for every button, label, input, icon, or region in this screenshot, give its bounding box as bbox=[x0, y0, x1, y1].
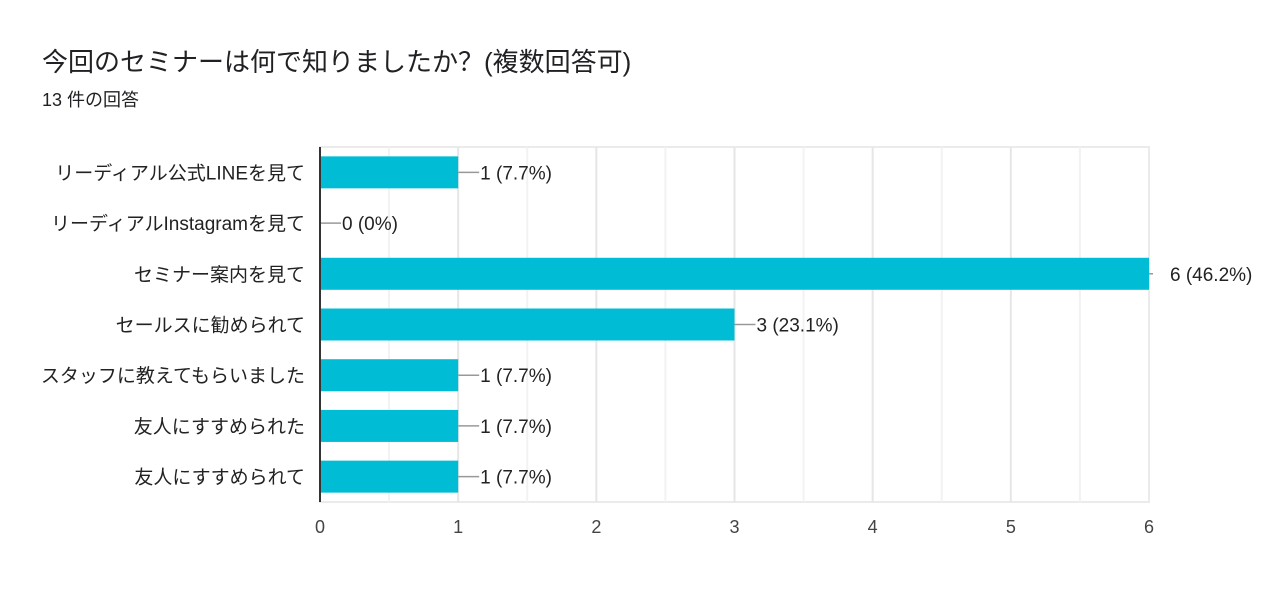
bar bbox=[320, 257, 1149, 290]
response-count: 13 件の回答 bbox=[42, 90, 140, 110]
bar bbox=[320, 359, 459, 392]
x-tick-label: 1 bbox=[453, 517, 463, 537]
x-tick-label: 6 bbox=[1144, 517, 1154, 537]
category-label: セールスに勧められて bbox=[116, 315, 305, 337]
data-label: 0 (0%) bbox=[342, 214, 398, 235]
data-label: 1 (7.7%) bbox=[480, 417, 552, 438]
x-tick-label: 2 bbox=[591, 517, 601, 537]
data-label: 1 (7.7%) bbox=[480, 468, 552, 489]
bar bbox=[320, 409, 459, 442]
bar bbox=[320, 156, 459, 189]
x-tick-label: 3 bbox=[729, 517, 739, 537]
x-tick-label: 4 bbox=[868, 517, 878, 537]
category-label: スタッフに教えてもらいました bbox=[41, 365, 305, 387]
data-label: 1 (7.7%) bbox=[480, 366, 552, 387]
category-label: 友人にすすめられた bbox=[134, 416, 305, 438]
category-label: セミナー案内を見て bbox=[134, 264, 305, 286]
chart-title: 今回のセミナーは何で知りましたか？(複数回答可) bbox=[42, 47, 632, 77]
x-tick-label: 0 bbox=[315, 517, 325, 537]
category-label: リーディアル公式LINEを見て bbox=[55, 162, 305, 184]
bar bbox=[320, 308, 735, 341]
data-label: 1 (7.7%) bbox=[480, 163, 552, 184]
bar bbox=[320, 460, 459, 493]
x-tick-label: 5 bbox=[1006, 517, 1016, 537]
data-label: 3 (23.1%) bbox=[757, 316, 839, 337]
category-label: リーディアルInstagramを見て bbox=[51, 213, 305, 235]
category-label: 友人にすすめられて bbox=[134, 467, 305, 489]
data-label: 6 (46.2%) bbox=[1170, 265, 1252, 286]
